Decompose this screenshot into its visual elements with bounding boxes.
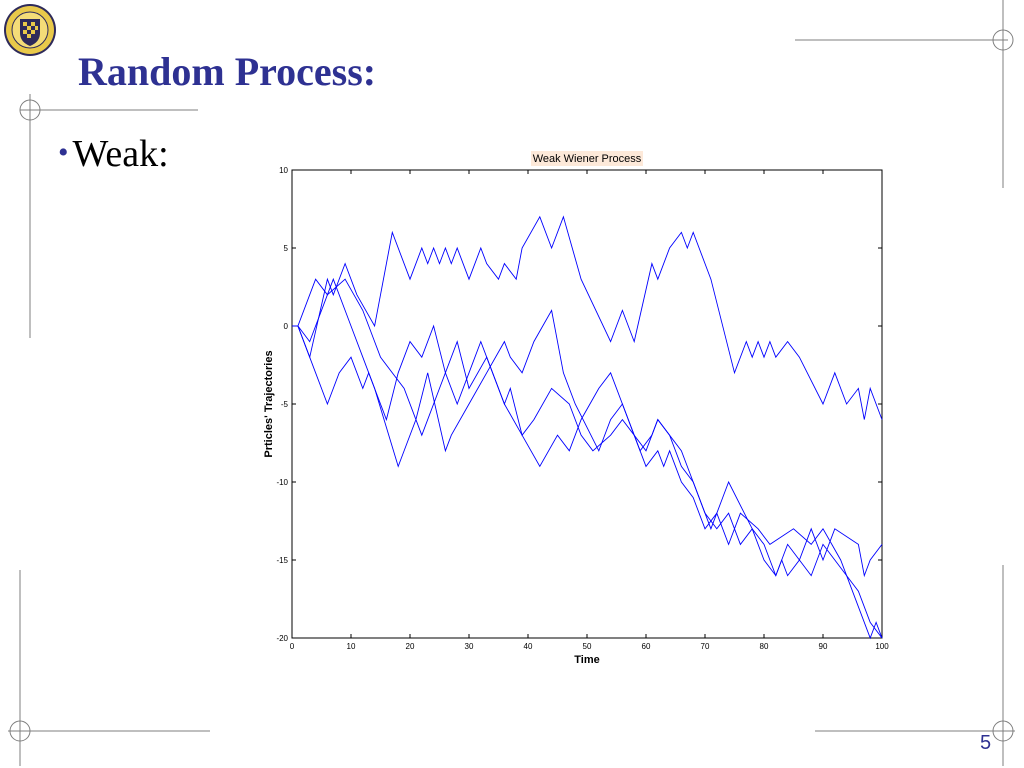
series-line-3 xyxy=(292,278,883,640)
page-number: 5 xyxy=(980,732,992,754)
x-tick-label: 0 xyxy=(290,642,295,651)
y-tick-label: 10 xyxy=(279,166,288,175)
chart-title-background xyxy=(531,151,643,166)
x-tick-label: 60 xyxy=(642,642,651,651)
series-line-4 xyxy=(292,324,883,639)
y-tick-label: -20 xyxy=(276,634,288,643)
y-tick-label: -10 xyxy=(276,478,288,487)
slide-title: Random Process: xyxy=(78,49,377,94)
bullet-text: Weak: xyxy=(72,133,169,175)
y-tick-label: 0 xyxy=(284,322,289,331)
x-tick-label: 50 xyxy=(583,642,592,651)
series-lines xyxy=(292,215,883,640)
x-axis-label: Time xyxy=(574,654,599,666)
x-tick-label: 30 xyxy=(465,642,474,651)
x-tick-label: 40 xyxy=(524,642,533,651)
x-tick-label: 80 xyxy=(760,642,769,651)
x-tick-label: 70 xyxy=(701,642,710,651)
x-tick-label: 10 xyxy=(347,642,356,651)
y-tick-label: 5 xyxy=(284,244,289,253)
y-tick-label: -5 xyxy=(281,400,289,409)
y-tick-label: -15 xyxy=(276,556,288,565)
x-tick-label: 90 xyxy=(819,642,828,651)
x-axis: 0 10 20 30 40 50 60 70 80 90 100 xyxy=(290,170,889,651)
bullet-item: • Weak: xyxy=(58,132,169,176)
weak-wiener-process-chart: Weak Wiener Process 0 10 20 30 40 50 60 70 80 90 1… xyxy=(263,151,889,666)
y-axis-label: Prticles' Trajectories xyxy=(263,350,275,457)
chart-title: Weak Wiener Process xyxy=(533,153,642,165)
university-seal-icon xyxy=(4,4,56,56)
x-tick-label: 100 xyxy=(875,642,889,651)
bullet-dot-icon: • xyxy=(58,136,69,169)
series-line-1 xyxy=(292,215,883,420)
x-tick-label: 20 xyxy=(406,642,415,651)
